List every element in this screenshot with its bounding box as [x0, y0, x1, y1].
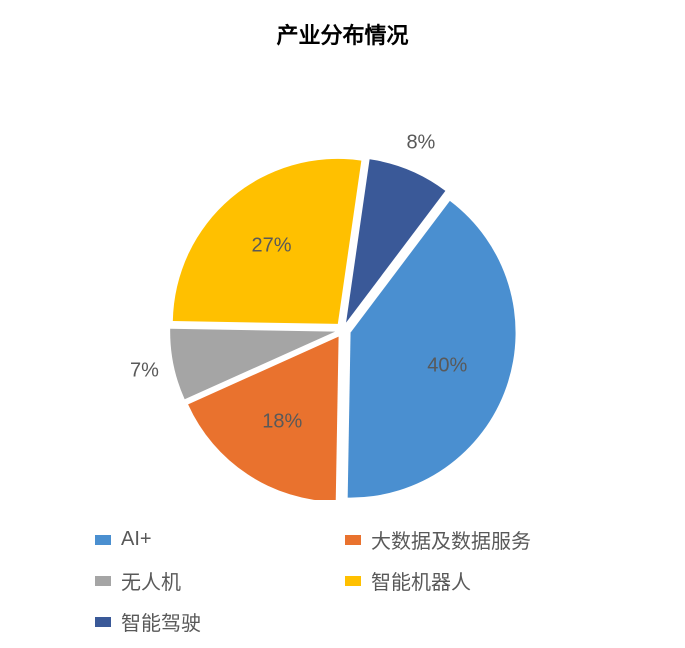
slice-label: 40% [427, 354, 467, 377]
legend-item: 智能机器人 [345, 566, 585, 595]
legend-label: AI+ [121, 528, 152, 551]
chart-title: 产业分布情况 [0, 0, 685, 50]
pie-chart: 40% 18% 7% 27% 8% [0, 50, 685, 500]
legend-item: 智能驾驶 [95, 607, 335, 636]
legend: AI+ 大数据及数据服务无人机 智能机器人智能驾驶 [95, 525, 585, 636]
legend-swatch [95, 535, 111, 545]
legend-label: 大数据及数据服务 [371, 525, 531, 554]
legend-label: 无人机 [121, 566, 181, 595]
legend-item: 无人机 [95, 566, 335, 595]
legend-swatch [95, 617, 111, 627]
legend-swatch [95, 576, 111, 586]
legend-swatch [345, 535, 361, 545]
legend-label: 智能机器人 [371, 566, 471, 595]
slice-label: 18% [262, 411, 302, 434]
legend-item: AI+ [95, 525, 335, 554]
slice-label: 8% [406, 131, 435, 154]
slice-label: 7% [130, 359, 159, 382]
legend-swatch [345, 576, 361, 586]
legend-label: 智能驾驶 [121, 607, 201, 636]
slice-label: 27% [251, 235, 291, 258]
legend-item: 大数据及数据服务 [345, 525, 585, 554]
